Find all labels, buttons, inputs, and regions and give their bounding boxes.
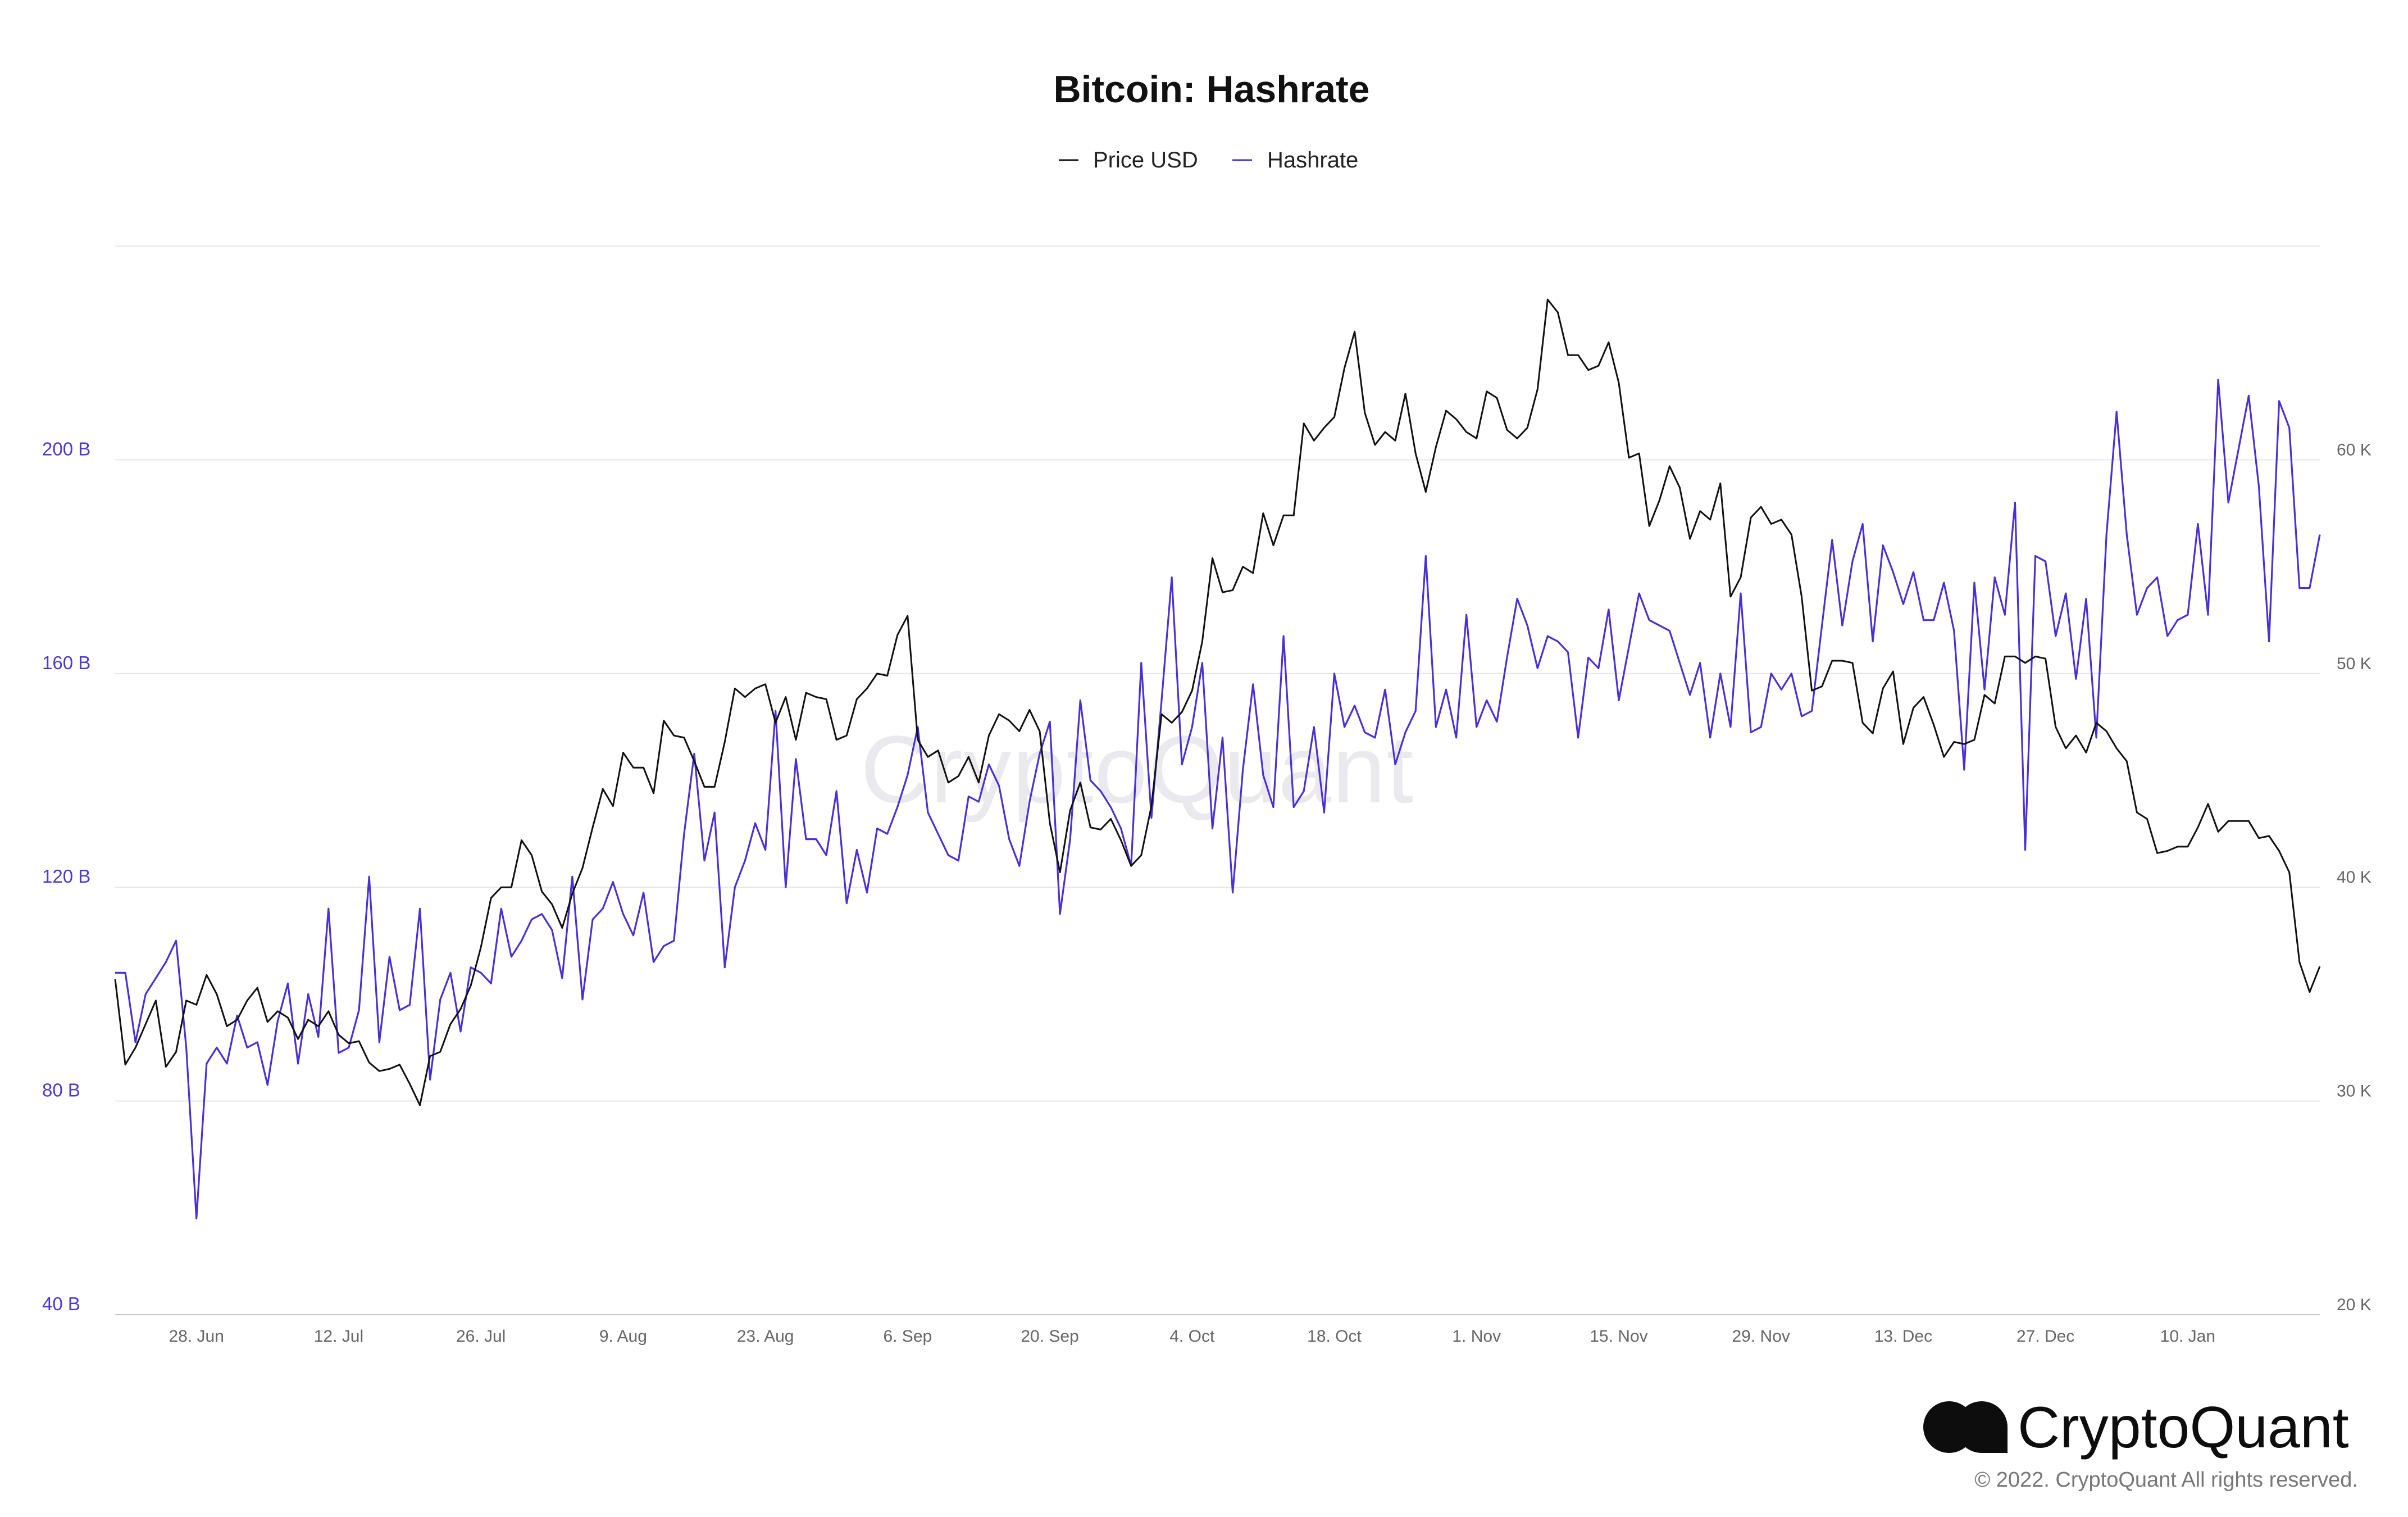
y-axis-right: 20 K 30 K 40 K 50 K 60 K [2337, 440, 2371, 1314]
y-left-tick-label: 80 B [42, 1080, 80, 1101]
x-tick-label: 27. Dec [2016, 1327, 2074, 1346]
x-tick-label: 20. Sep [1021, 1327, 1078, 1346]
chart-title: Bitcoin: Hashrate [1054, 68, 1370, 111]
y-right-tick-label: 30 K [2337, 1082, 2371, 1101]
x-tick-label: 6. Sep [883, 1327, 932, 1346]
y-right-tick-label: 40 K [2337, 868, 2371, 887]
y-left-tick-label: 160 B [42, 652, 90, 673]
x-tick-label: 28. Jun [169, 1327, 224, 1346]
brand-logo-mark-right [1956, 1401, 2008, 1453]
brand-logo: CryptoQuant [1923, 1395, 2349, 1460]
gridlines [115, 246, 2320, 1315]
series-line-price [114, 298, 2321, 1106]
x-tick-label: 29. Nov [1732, 1327, 1790, 1346]
x-tick-label: 12. Jul [314, 1327, 363, 1346]
plot-area [114, 298, 2321, 1220]
y-left-tick-label: 200 B [42, 438, 90, 459]
x-tick-label: 9. Aug [599, 1327, 647, 1346]
y-left-tick-label: 120 B [42, 866, 90, 887]
brand-name: CryptoQuant [2018, 1395, 2349, 1460]
series-line-hashrate [115, 379, 2321, 1220]
y-right-tick-label: 50 K [2337, 655, 2371, 673]
copyright: © 2022. CryptoQuant All rights reserved. [1974, 1468, 2358, 1492]
legend: Price USD Hashrate [1059, 148, 1358, 172]
y-right-tick-label: 20 K [2337, 1296, 2371, 1314]
y-axis-left: 40 B 80 B 120 B 160 B 200 B [42, 438, 90, 1314]
x-tick-label: 15. Nov [1590, 1327, 1647, 1346]
x-axis: 28. Jun 12. Jul 26. Jul 9. Aug 23. Aug 6. Sep… [169, 1327, 2215, 1346]
legend-item-price[interactable]: Price USD [1059, 148, 1198, 172]
y-left-tick-label: 40 B [42, 1293, 80, 1314]
legend-label-price: Price USD [1093, 148, 1198, 172]
y-right-tick-label: 60 K [2337, 440, 2371, 459]
x-tick-label: 1. Nov [1452, 1327, 1501, 1346]
x-tick-label: 4. Oct [1169, 1327, 1215, 1346]
x-tick-label: 10. Jan [2160, 1327, 2215, 1346]
x-tick-label: 18. Oct [1307, 1327, 1362, 1346]
legend-item-hashrate[interactable]: Hashrate [1232, 148, 1358, 172]
x-tick-label: 26. Jul [456, 1327, 506, 1346]
x-tick-label: 13. Dec [1874, 1327, 1932, 1346]
x-tick-label: 23. Aug [737, 1327, 794, 1346]
legend-label-hashrate: Hashrate [1267, 148, 1358, 172]
